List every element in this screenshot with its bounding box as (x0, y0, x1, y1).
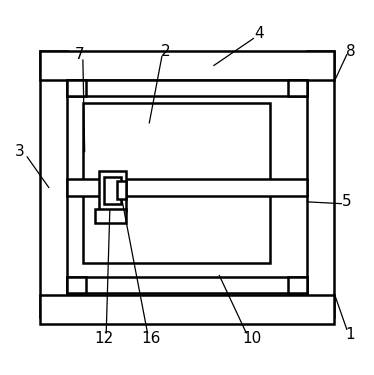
Text: 2: 2 (161, 44, 170, 58)
Text: 4: 4 (254, 26, 264, 40)
Text: 16: 16 (141, 331, 161, 346)
Bar (67, 277, 307, 293)
Bar (40, 51, 67, 317)
Text: 12: 12 (95, 331, 114, 346)
Bar (104, 177, 120, 204)
Text: 7: 7 (74, 47, 84, 62)
Bar (40, 295, 334, 324)
Text: 5: 5 (342, 194, 352, 209)
Text: 8: 8 (346, 44, 355, 58)
Bar (117, 181, 126, 199)
Bar (83, 103, 270, 263)
Text: 1: 1 (346, 327, 355, 342)
Bar (67, 178, 307, 196)
Bar (288, 80, 307, 96)
Bar (67, 80, 307, 96)
Bar (95, 209, 126, 224)
Bar (99, 171, 126, 211)
Bar (67, 277, 86, 293)
Bar (67, 80, 86, 96)
Bar (288, 277, 307, 293)
Text: 3: 3 (15, 144, 25, 159)
Text: 10: 10 (242, 331, 261, 346)
Bar (307, 51, 334, 317)
Bar (40, 51, 334, 80)
